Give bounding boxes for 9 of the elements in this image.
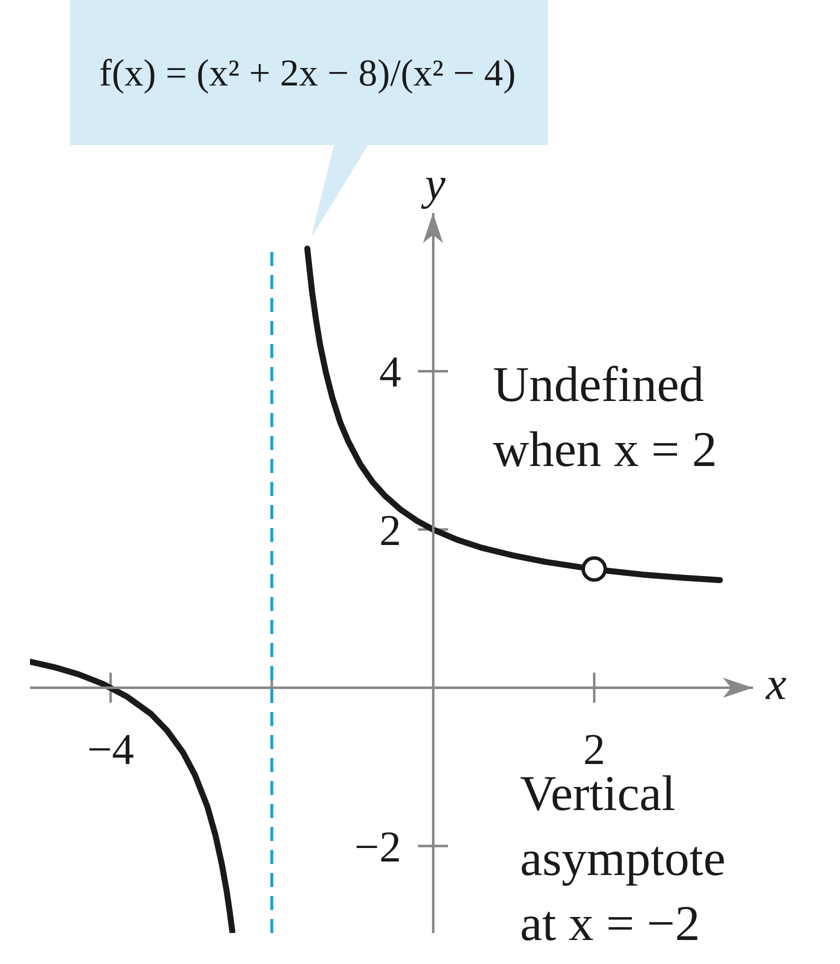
annotation: Undefined when x = 2: [493, 356, 717, 477]
y-tick-label: −2: [354, 822, 402, 872]
chart-title: f(x) = (x² + 2x − 8)/(x² − 4): [99, 52, 516, 95]
x-axis-title: x: [765, 658, 787, 709]
x-tick-label: −4: [87, 725, 134, 774]
y-axis-title: y: [421, 158, 446, 209]
y-tick-label: 2: [379, 506, 402, 555]
annotation: Vertical asymptote at x = −2: [520, 765, 726, 951]
y-tick-label: 4: [379, 348, 402, 397]
